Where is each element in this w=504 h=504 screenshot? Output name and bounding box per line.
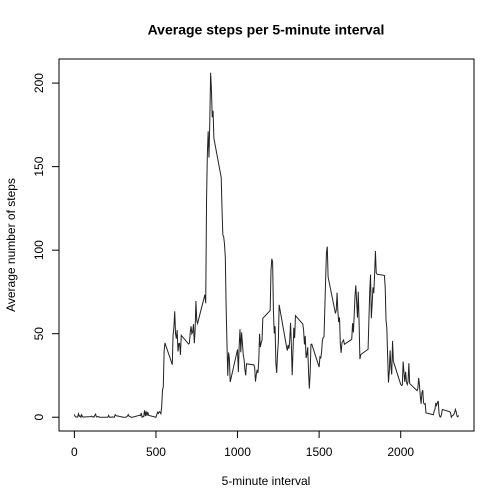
x-axis-label: 5-minute interval [222, 474, 311, 488]
line-series [73, 72, 460, 419]
x-tick-label: 0 [71, 445, 78, 459]
y-tick-label: 50 [32, 327, 46, 341]
x-tick-label: 2000 [387, 445, 414, 459]
chart-title: Average steps per 5-minute interval [148, 22, 385, 38]
y-tick-label: 100 [32, 240, 46, 260]
x-tick-label: 1500 [306, 445, 333, 459]
x-tick-label: 500 [146, 445, 166, 459]
y-tick-label: 200 [32, 73, 46, 93]
y-axis-label: Average number of steps [4, 178, 18, 312]
y-tick-label: 0 [32, 414, 46, 421]
x-tick-label: 1000 [224, 445, 251, 459]
plot-frame [58, 58, 475, 432]
y-tick-label: 150 [32, 156, 46, 176]
